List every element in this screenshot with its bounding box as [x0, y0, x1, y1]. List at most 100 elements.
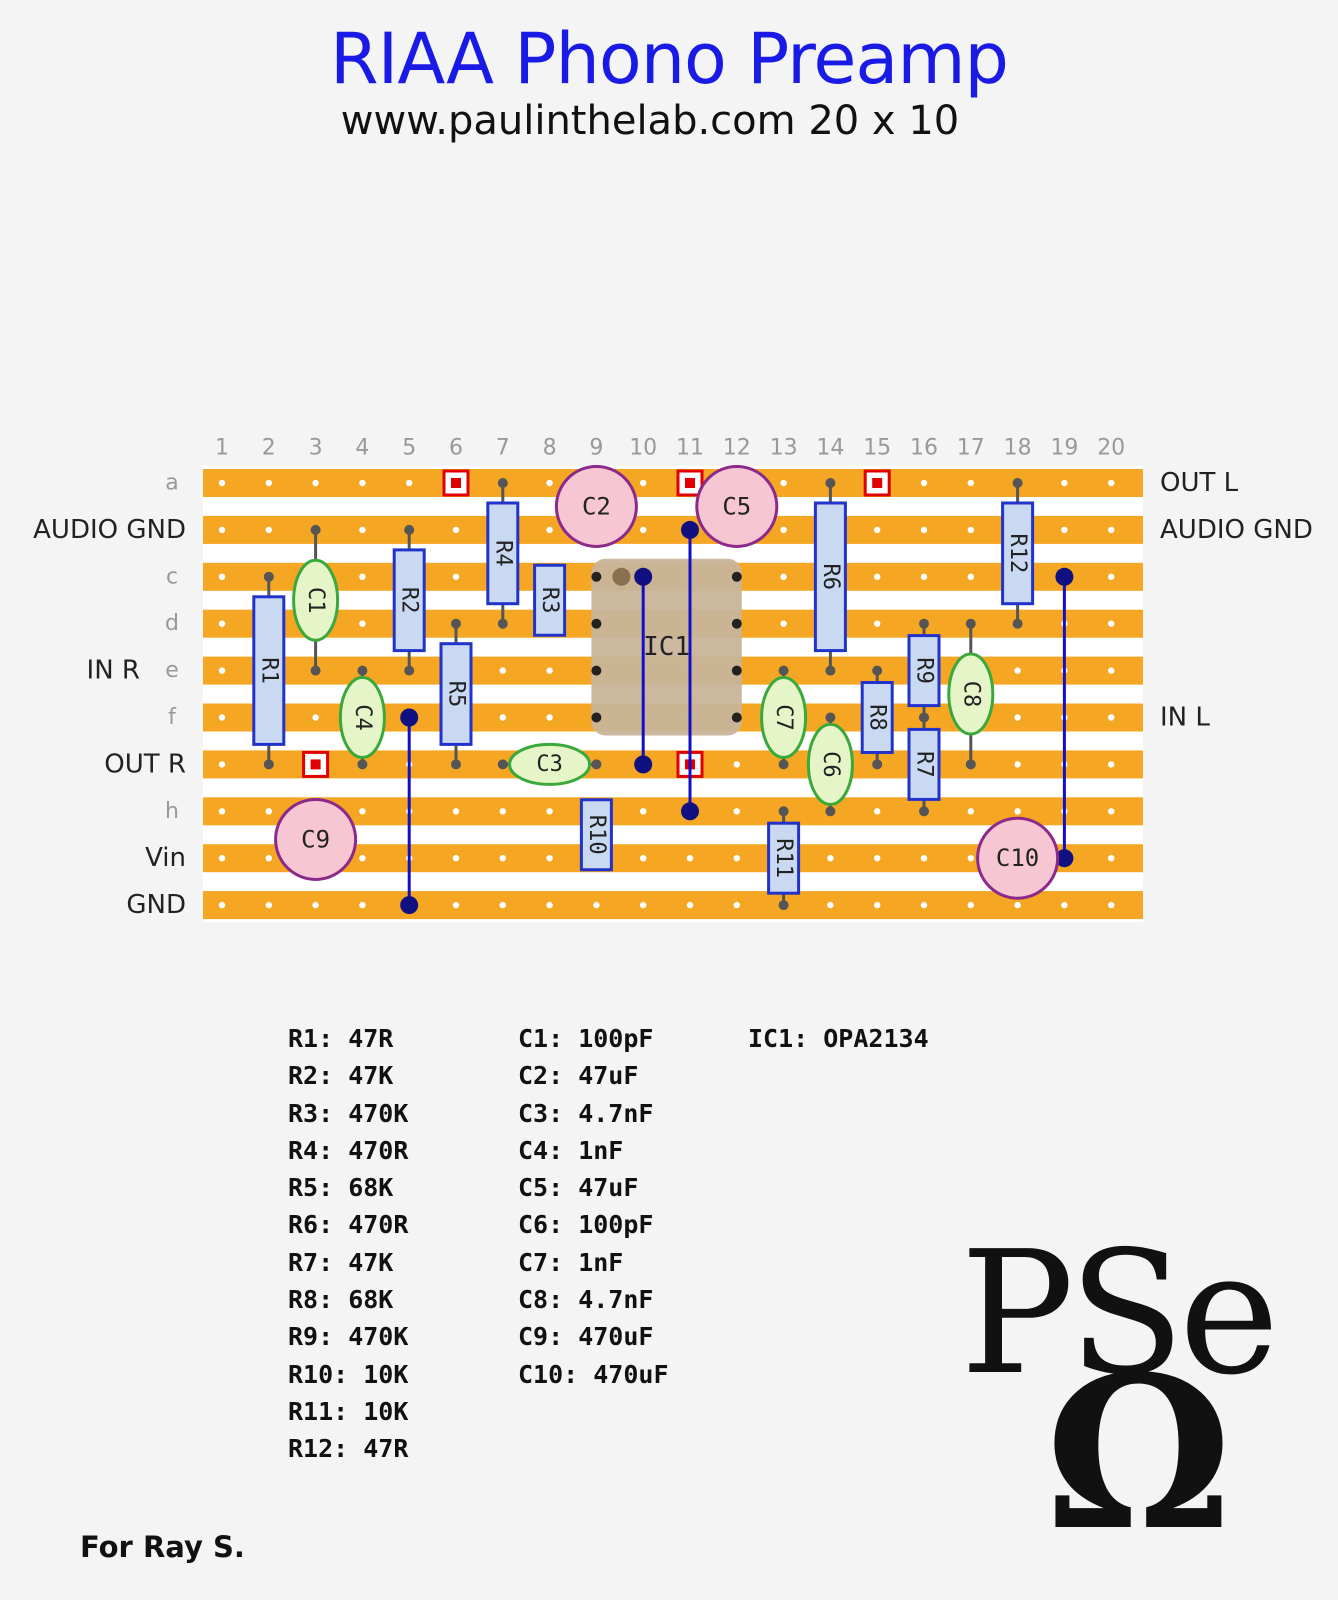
- resistor-label: R9: [912, 657, 937, 684]
- strip-hole: [640, 526, 647, 534]
- resistor-lead-end: [919, 618, 929, 629]
- page-title: RIAA Phono Preamp: [330, 18, 1009, 100]
- strip-hole: [499, 808, 506, 815]
- capacitor-lead-end: [965, 618, 976, 629]
- column-number: 12: [723, 436, 751, 461]
- part-value-item: C5: 47uF: [518, 1173, 639, 1203]
- part-value-item: C3: 4.7nF: [518, 1098, 654, 1128]
- resistor-value-list: R1: 47R R2: 47K R3: 470K R4: 470R R5: 68K R6:…: [288, 1020, 408, 1468]
- strip-hole: [218, 901, 226, 909]
- strip-hole: [593, 901, 600, 909]
- strip-hole: [312, 901, 319, 909]
- film-capacitor-body: [806, 722, 854, 806]
- strip-hole: [218, 667, 226, 674]
- part-value-item: C1: 100pF: [518, 1024, 654, 1053]
- capacitor-label: C8: [958, 681, 983, 708]
- strip-hole: [920, 573, 928, 580]
- copper-strip: [203, 750, 1143, 779]
- row-label-left: e: [165, 658, 179, 683]
- strip-hole: [218, 714, 226, 721]
- column-number: 18: [1004, 436, 1032, 461]
- strip-hole: [733, 901, 740, 909]
- strip-hole: [218, 808, 226, 815]
- resistor-lead-end: [263, 571, 274, 582]
- capacitor-label: C6: [818, 751, 843, 778]
- strip-hole: [1108, 714, 1115, 721]
- strip-hole: [218, 573, 226, 580]
- resistor-body: [579, 798, 613, 872]
- strip-hole: [265, 901, 272, 909]
- resistor-lead-end: [451, 759, 461, 770]
- capacitor-label: C4: [350, 704, 375, 731]
- capacitor-lead-end: [310, 524, 321, 535]
- column-number: 6: [449, 436, 463, 461]
- capacitor-label: C3: [536, 752, 563, 777]
- resistor-body: [252, 595, 286, 746]
- resistor-lead-end: [825, 665, 836, 676]
- resistor-label: R7: [912, 751, 937, 778]
- strip-hole: [452, 808, 460, 815]
- row-label-left: d: [165, 611, 179, 636]
- wire-end: [681, 520, 699, 539]
- electrolytic-capacitor-body: [274, 797, 358, 881]
- strip-hole: [359, 620, 366, 627]
- strip-hole: [546, 855, 553, 862]
- strip-hole: [967, 479, 974, 487]
- part-value-item: C2: 47uF: [518, 1061, 639, 1091]
- pse-logo: PSe Ω: [960, 1215, 1300, 1577]
- capacitor-lead-end: [965, 759, 976, 770]
- column-number: 19: [1050, 436, 1078, 461]
- wire-end: [634, 755, 653, 774]
- strip-hole: [874, 901, 881, 909]
- capacitor-label: C9: [301, 825, 330, 853]
- capacitor-label: C10: [996, 844, 1039, 872]
- row-label-left: h: [165, 799, 179, 824]
- part-value-item: R12: 47R: [288, 1434, 409, 1464]
- strip-hole: [218, 479, 226, 487]
- wire-end: [634, 567, 653, 586]
- part-value-item: R1: 47R: [288, 1024, 394, 1053]
- resistor-body: [860, 681, 894, 754]
- strip-hole: [1014, 761, 1021, 768]
- capacitor-lead-end: [778, 759, 789, 770]
- column-number: 13: [770, 436, 798, 461]
- strip-hole: [359, 479, 366, 487]
- ic-value-list: IC1: OPA2134: [748, 1020, 929, 1057]
- resistor-body: [907, 634, 941, 708]
- strip-hole: [265, 808, 272, 815]
- strip-hole: [1108, 808, 1115, 815]
- strip-hole: [920, 855, 928, 862]
- strip-hole: [452, 573, 460, 580]
- strip-hole: [1108, 667, 1115, 674]
- resistor-label: R4: [490, 540, 515, 567]
- resistor-lead-end: [1012, 478, 1023, 488]
- column-number: 4: [355, 436, 369, 461]
- row-label-left: f: [168, 705, 177, 730]
- resistor-body: [1001, 501, 1035, 606]
- row-label-left: OUT R: [104, 749, 186, 779]
- ic-pin: [591, 571, 602, 582]
- capacitor-value-list: C1: 100pF C2: 47uF C3: 4.7nF C4: 1nF C5: 47u…: [518, 1020, 669, 1393]
- strip-hole: [967, 855, 974, 862]
- capacitor-label: C1: [303, 587, 328, 614]
- strip-hole: [312, 479, 319, 487]
- resistor-lead-end: [778, 900, 789, 911]
- resistor-body: [533, 563, 567, 637]
- column-number: 11: [676, 436, 704, 461]
- strip-hole: [1061, 479, 1068, 487]
- part-value-item: C8: 4.7nF: [518, 1285, 654, 1315]
- strip-hole: [452, 526, 460, 534]
- wire-end: [400, 896, 419, 915]
- resistor-label: R1: [256, 657, 281, 684]
- strip-hole: [780, 526, 787, 534]
- part-value-item: R10: 10K: [288, 1359, 409, 1389]
- strip-hole: [874, 620, 881, 627]
- strip-hole: [780, 620, 787, 627]
- capacitor-lead-end: [357, 665, 368, 676]
- resistor-label: R8: [865, 704, 890, 731]
- capacitor-lead-end: [825, 712, 836, 723]
- track-cut-mark: [451, 478, 461, 488]
- wire-end: [1055, 567, 1074, 586]
- capacitor-label: C5: [722, 492, 751, 520]
